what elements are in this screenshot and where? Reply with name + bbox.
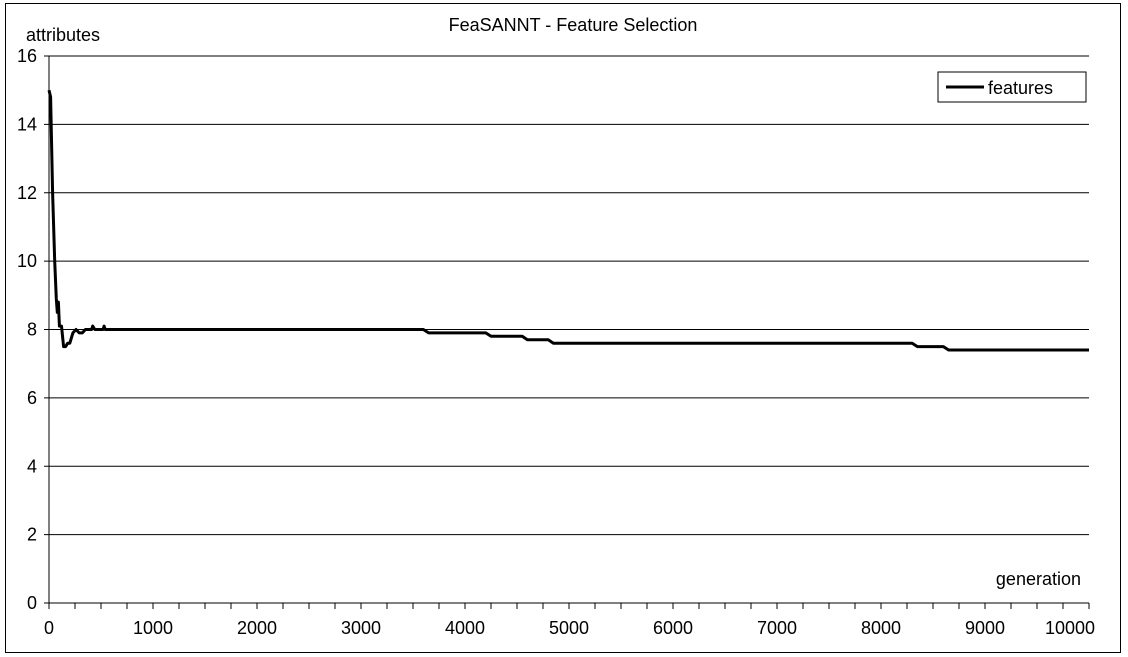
chart-title: FeaSANNT - Feature Selection (449, 15, 698, 35)
x-tick-label-6000: 6000 (653, 618, 693, 638)
y-tick-label-8: 8 (27, 320, 37, 340)
x-tick-label-3000: 3000 (341, 618, 381, 638)
x-tick-label-4000: 4000 (445, 618, 485, 638)
chart-frame: 0 2 4 6 8 10 12 14 16 0 1000 2000 3000 4000 5000 6000 70… (5, 3, 1121, 653)
y-tick-label-6: 6 (27, 388, 37, 408)
y-tick-label-2: 2 (27, 525, 37, 545)
x-tick-label-5000: 5000 (549, 618, 589, 638)
x-axis-label: generation (996, 569, 1081, 589)
y-tick-label-12: 12 (17, 183, 37, 203)
y-axis-label: attributes (26, 25, 100, 45)
tick-labels: 0 2 4 6 8 10 12 14 16 0 1000 2000 3000 4000 5000 6000 70… (17, 46, 1095, 638)
series-line-features (47, 89, 1089, 352)
y-tick-label-4: 4 (27, 456, 37, 476)
y-tick-label-16: 16 (17, 46, 37, 66)
legend: features (937, 71, 1087, 103)
x-tick-label-1000: 1000 (133, 618, 173, 638)
y-tick-label-0: 0 (27, 593, 37, 613)
x-tick-label-7000: 7000 (757, 618, 797, 638)
legend-label-features: features (988, 78, 1053, 98)
x-tick-label-9000: 9000 (965, 618, 1005, 638)
x-tick-label-0: 0 (44, 618, 54, 638)
y-tick-label-10: 10 (17, 251, 37, 271)
series-lines (47, 89, 1089, 352)
y-tick-label-14: 14 (17, 114, 37, 134)
chart-svg: 0 2 4 6 8 10 12 14 16 0 1000 2000 3000 4000 5000 6000 70… (17, 15, 1095, 638)
axes (44, 55, 1090, 609)
x-tick-label-10000: 10000 (1045, 618, 1095, 638)
x-tick-label-2000: 2000 (237, 618, 277, 638)
gridlines (49, 55, 1089, 536)
x-tick-label-8000: 8000 (861, 618, 901, 638)
